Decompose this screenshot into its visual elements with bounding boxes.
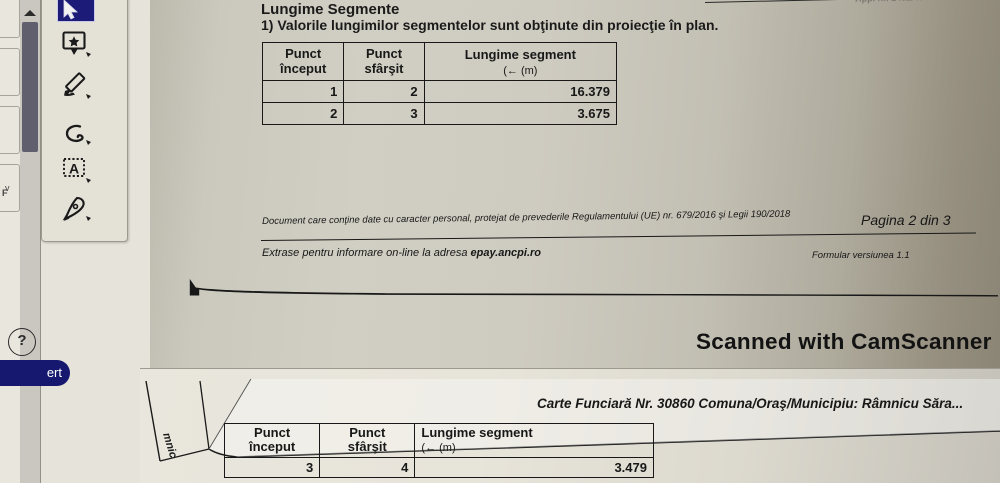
svg-text:mnic: mnic <box>160 431 179 459</box>
svg-text:A: A <box>69 161 79 177</box>
